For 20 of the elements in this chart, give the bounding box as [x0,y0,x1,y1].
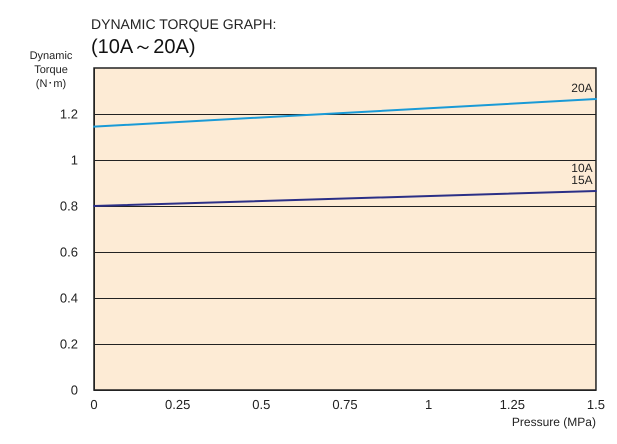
y-tick-label: 0.4 [60,290,78,306]
y-tick-label: 1 [70,152,78,168]
x-tick-label: 1.5 [586,397,606,412]
x-tick-label: 0.25 [165,397,190,412]
x-axis-title: Pressure (MPa) [512,415,596,429]
series-label: 10A 15A [571,161,593,188]
x-tick-label: 1.25 [500,397,525,412]
y-tick-label: 0.6 [60,244,78,260]
series-label: 20A [571,81,593,96]
x-tick-label: 0.75 [332,397,358,412]
y-tick-label: 0.8 [60,198,78,214]
y-tick-label: 0 [70,382,78,398]
y-tick-label: 1.2 [60,106,78,122]
y-tick-label: 0.2 [60,336,78,352]
chart-title: DYNAMIC TORQUE GRAPH: [91,16,276,32]
y-axis-title: Dynamic Torque (N･m) [30,50,73,90]
x-tick-label: 0.5 [252,397,270,412]
x-tick-label: 1 [425,397,432,412]
chart-subtitle: (10A～20A) [91,36,196,58]
x-tick-label: 0 [90,397,98,412]
